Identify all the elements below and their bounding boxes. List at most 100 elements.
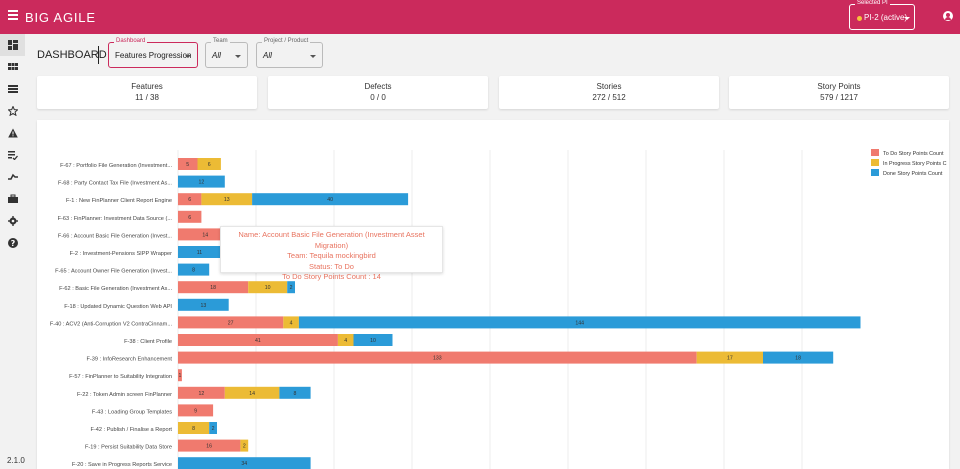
story-points-card: Story Points 579 / 1217 [729,76,949,109]
category-label: F-68 : Party Contact Tax File (Investmen… [58,181,172,187]
help-icon: ? [7,238,18,248]
page-title: DASHBOARD [37,49,107,61]
team-select-value: All [212,51,221,60]
category-label: F-1 : New FinPlanner Client Report Engin… [66,198,172,204]
bar-value-label: 6 [188,197,191,203]
category-label: F-38 : Client Profile [124,339,172,345]
card-title: Story Points [817,82,861,91]
bar-segment [763,351,834,364]
bar-segment [178,422,210,434]
sidebar-item-list[interactable] [0,78,25,100]
category-label: F-19 : Persist Suitability Data Store [85,445,172,451]
legend-swatch [871,149,879,156]
defects-card: Defects 0 / 0 [268,76,488,109]
bar-segment [298,316,861,329]
legend-swatch [871,169,879,176]
svg-text:?: ? [10,239,15,248]
warning-icon [7,128,18,138]
tooltip-status: Status: To Do [309,261,354,271]
bar-value-label: 34 [241,461,247,467]
bar-segment [337,334,354,346]
sidebar-item-warnings[interactable] [0,122,25,144]
bar-value-label: 4 [344,338,347,344]
chevron-down-icon [235,55,241,58]
account-icon[interactable] [943,11,953,21]
category-label: F-57 : FinPlanner to Suitability Integra… [69,374,172,380]
bar-value-label: 16 [206,444,212,450]
category-label: F-67 : Portfolio File Generation (Invest… [60,163,172,169]
app-bar: BIG AGILE Selected PI PI-2 (active) [0,0,960,34]
bar-segment [178,404,214,417]
bar-segment [178,386,225,399]
bar-segment [178,457,311,469]
menu-icon[interactable] [8,10,18,20]
bar-segment [283,316,299,329]
chart-tooltip: Name: Account Basic File Generation (Inv… [220,226,443,281]
bar-value-label: 1 [179,373,182,379]
bar-value-label: 2 [212,426,215,432]
card-value: 11 / 38 [135,93,159,102]
bar-segment [353,334,393,346]
dashboard-select[interactable]: Dashboard Features Progression [108,38,198,68]
chevron-down-icon [310,55,316,58]
bar-segment [178,316,284,329]
sidebar-item-help[interactable]: ? [0,232,25,254]
stories-card: Stories 272 / 512 [499,76,719,109]
sidebar-item-favorites[interactable] [0,100,25,122]
bar-segment [178,158,198,170]
bar-value-label: 40 [327,197,333,203]
category-label: F-40 : ACV2 (Anti-Corruption V2 ContraCi… [50,321,173,327]
bar-segment [279,386,311,399]
bar-segment [209,422,217,434]
project-select[interactable]: Project / Product All [256,38,323,68]
bar-segment [287,281,295,294]
category-label: F-42 : Publish / Finalise a Report [91,427,173,433]
bar-segment [178,263,210,276]
pi-selector[interactable]: Selected PI PI-2 (active) [849,0,915,30]
card-value: 579 / 1217 [820,93,858,102]
bar-value-label: 17 [727,356,733,362]
dashboard-select-value: Features Progression [115,51,192,60]
legend-label: To Do Story Points Count [883,151,944,157]
sidebar-item-grid[interactable] [0,56,25,78]
bar-segment [178,439,241,452]
category-label: F-63 : FinPlanner: Investment Data Sourc… [58,216,173,222]
star-icon [7,106,18,116]
chevron-down-icon [904,17,910,20]
bar-segment [178,193,202,206]
bar-value-label: 13 [224,197,230,203]
category-label: F-39 : InfoResearch Enhancement [86,357,172,363]
sidebar-item-dashboard[interactable] [0,34,25,56]
tooltip-name: Name: Account Basic File Generation (Inv… [238,230,425,250]
sidebar-item-portfolio[interactable] [0,188,25,210]
grid-icon [7,63,18,70]
sidebar-item-timeline[interactable] [0,166,25,188]
timeline-icon [7,173,18,180]
category-label: F-2 : Investment-Pensions SIPP Wrapper [70,251,173,257]
category-label: F-22 : Token Admin screen FinPlanner [77,392,172,398]
bar-segment [178,369,182,382]
bar-value-label: 6 [188,215,191,221]
legend-swatch [871,159,879,166]
bar-value-label: 4 [290,320,293,326]
bar-segment [178,351,697,364]
sidebar-item-checklist[interactable] [0,144,25,166]
bar-value-label: 8 [192,426,195,432]
tooltip-team: Team: Tequila mockingbird [287,251,376,260]
bar-segment [178,246,221,258]
bar-value-label: 8 [294,391,297,397]
project-select-value: All [263,51,272,60]
tooltip-count: To Do Story Points Count : 14 [282,272,381,281]
category-label: F-20 : Save in Progress Reports Service [72,462,172,468]
card-title: Features [131,82,163,91]
sidebar-item-settings[interactable] [0,210,25,232]
bar-value-label: 13 [200,303,206,309]
team-select[interactable]: Team All [205,38,248,68]
card-title: Defects [364,82,392,91]
bar-segment [224,386,280,399]
bar-value-label: 18 [210,285,216,291]
active-status-dot [857,16,862,21]
bar-value-label: 8 [192,268,195,274]
bar-segment [197,158,221,170]
legend-label: Done Story Points Count [883,171,943,177]
